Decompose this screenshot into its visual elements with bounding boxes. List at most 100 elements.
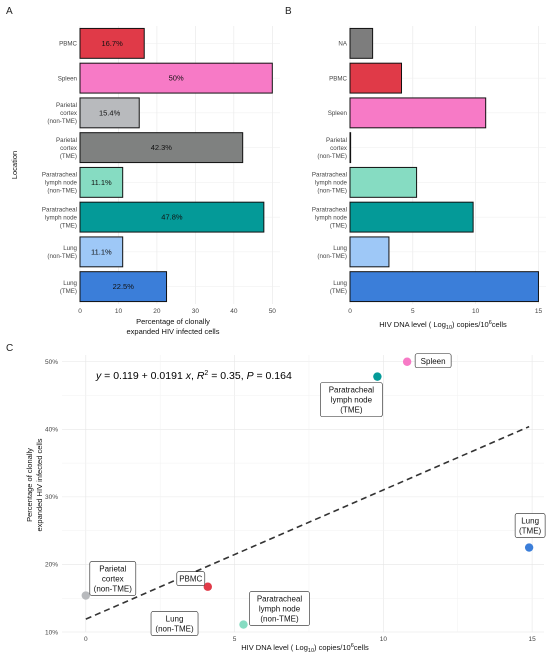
point-label-text: Spleen (421, 357, 446, 366)
panelC-xtick-label: 15 (528, 636, 536, 643)
panelB-xtick-label: 0 (348, 308, 352, 315)
panelA-category-label: cortex (60, 110, 78, 117)
point-label-text: (TME) (519, 527, 542, 536)
panelA-category-label: Lung (63, 280, 77, 287)
panelB-category-label: (non-TME) (317, 153, 347, 160)
panelA-bar-value-label: 15.4% (99, 108, 121, 117)
panelB-bar (349, 271, 539, 303)
panelC-ytick-label: 10% (45, 629, 58, 636)
panelA-bar-value-label: 47.8% (161, 213, 183, 222)
point-label-text: (TME) (340, 406, 363, 415)
panelC-ytick-label: 20% (45, 562, 58, 569)
panelB-category-label: Lung (333, 280, 347, 287)
panelB-category-label: Lung (333, 245, 347, 252)
panelB-category-label: Paratracheal (312, 172, 347, 179)
panelB-bar (349, 132, 352, 164)
panelB-category-label: cortex (330, 145, 348, 152)
panelB-category-label: (TME) (330, 288, 347, 295)
panelA-category-label: (TME) (60, 153, 77, 160)
panelA-category-label: PBMC (59, 41, 77, 48)
point-label-text: lymph node (331, 396, 373, 405)
panelB-category-label: Parietal (326, 137, 347, 144)
point-label-text: cortex (102, 575, 124, 584)
point-label-text: Parietal (99, 565, 126, 574)
panelA-category-label: (TME) (60, 288, 77, 295)
panelB-category-label: (TME) (330, 222, 347, 229)
panelC-xtick-label: 5 (233, 636, 237, 643)
panel-c-ylabel-line1: Percentage of clonally (25, 448, 34, 522)
panelC-xtick-label: 0 (84, 636, 88, 643)
panel-c-ylabel-line2: expanded HIV infected cells (35, 438, 44, 531)
panelA-bar-value-label: 16.7% (101, 39, 123, 48)
scatter-point (373, 372, 382, 381)
panelA-category-label: Parietal (56, 102, 77, 109)
panelB-category-label: lymph node (315, 214, 348, 221)
panelA-bar (79, 97, 140, 129)
panel-a-ylabel: Location (10, 151, 19, 179)
panelA-bar (79, 27, 145, 59)
regression-line (85, 425, 530, 620)
panelA-category-label: Lung (63, 245, 77, 252)
panelC-ytick-label: 40% (45, 427, 58, 434)
point-label-box (414, 353, 452, 369)
panelC-ytick-label: 30% (45, 494, 58, 501)
point-label-box (150, 611, 199, 636)
panelA-category-label: (non-TME) (47, 118, 77, 125)
point-label-box (249, 591, 310, 626)
panelA-category-label: Parietal (56, 137, 77, 144)
panelA-category-label: Paratracheal (42, 206, 77, 213)
panelA-category-label: (non-TME) (47, 188, 77, 195)
panelC-xtick-label: 10 (380, 636, 388, 643)
panel-b-bar-chart: NAPBMCSpleenParietalcortex(non-TME)Parat… (312, 26, 546, 331)
scatter-point (81, 591, 91, 600)
panelB-category-label: NA (338, 41, 347, 48)
point-label-box (320, 382, 383, 417)
panelB-bar (349, 201, 474, 233)
scatter-point (524, 543, 534, 552)
panelA-category-label: lymph node (45, 214, 78, 221)
point-label-text: Lung (166, 615, 184, 624)
point-label-box (89, 561, 137, 596)
panelA-xtick-label: 50 (269, 308, 277, 315)
scatter-point (402, 357, 412, 366)
panel-b-xlabel: HIV DNA level ( Log10) copies/106cells (379, 320, 507, 331)
panelB-category-label: Spleen (328, 110, 348, 117)
panelB-bar (349, 27, 374, 59)
panel-a-xlabel-line1: Percentage of clonally (136, 317, 210, 326)
point-label-text: Paratracheal (257, 595, 303, 604)
scatter-point (239, 620, 248, 629)
panel-letter-b: B (285, 6, 292, 17)
panelA-bar (79, 236, 124, 268)
panelA-category-label: Paratracheal (42, 172, 77, 179)
panelA-bar (79, 271, 168, 303)
panel-a-bar-chart: 16.7% 50% 15.4% 42.3% 11.1% 47.8% 11.1% 22.5% P… (10, 25, 280, 336)
panel-letter-c: C (6, 343, 13, 354)
panel-letter-a: A (6, 6, 13, 17)
panelA-bar-value-label: 22.5% (113, 282, 135, 291)
panelB-bar (349, 62, 403, 94)
panelB-category-label: (non-TME) (317, 253, 347, 260)
panelB-category-label: PBMC (329, 75, 347, 82)
panelA-xtick-label: 10 (115, 308, 123, 315)
panelB-bar (349, 97, 487, 129)
panelA-bar (79, 166, 124, 198)
panelB-xtick-label: 15 (535, 308, 543, 315)
panel-c-xlabel: HIV DNA level ( Log10) copies/106cells (241, 643, 369, 654)
panelA-xtick-label: 40 (230, 308, 238, 315)
point-label-text: (non-TME) (155, 625, 194, 634)
scatter-point (203, 582, 212, 591)
panelA-category-label: lymph node (45, 180, 78, 187)
panelA-category-label: Spleen (58, 75, 78, 82)
panelA-xtick-label: 20 (153, 308, 161, 315)
point-label-text: Lung (521, 517, 539, 526)
point-label-text: Paratracheal (329, 386, 375, 395)
point-label-text: lymph node (259, 605, 301, 614)
panelA-bar-value-label: 11.1% (91, 178, 112, 187)
panelA-category-label: (non-TME) (47, 253, 77, 260)
panelA-category-label: (TME) (60, 222, 77, 229)
panel-c-scatter-chart: 0 5 10 15 10% 20% 30% 40% 50% Spleen Paratracheal… (25, 353, 546, 654)
panelA-bar-value-label: 42.3% (151, 143, 173, 152)
panelA-xtick-label: 30 (192, 308, 200, 315)
panelA-bar (79, 201, 265, 233)
